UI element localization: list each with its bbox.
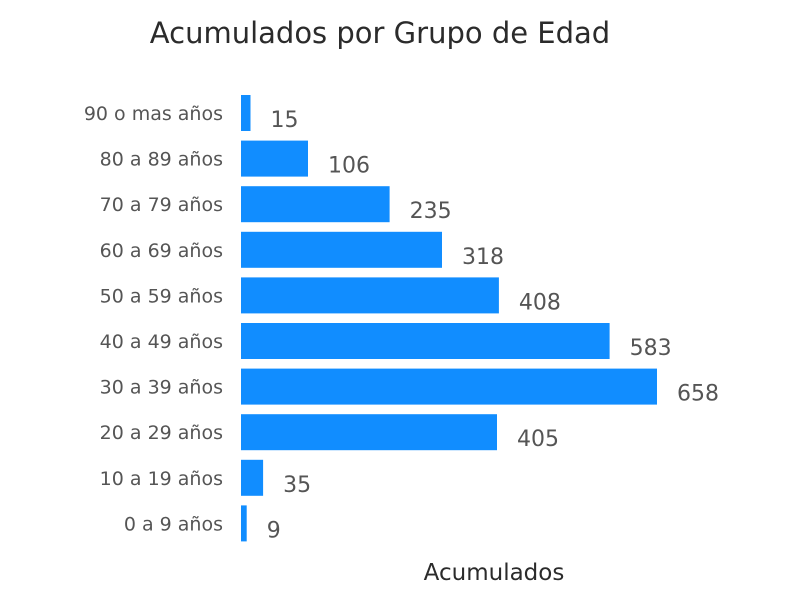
category-label: 0 a 9 años — [124, 513, 223, 535]
category-label: 60 a 69 años — [100, 240, 223, 262]
data-label: 318 — [462, 245, 504, 270]
bar-1 — [241, 459, 264, 496]
bar-4 — [241, 323, 610, 359]
data-label: 408 — [519, 290, 561, 315]
data-label: 15 — [271, 108, 299, 133]
category-label: 50 a 59 años — [100, 285, 223, 307]
category-label: 30 a 39 años — [100, 377, 223, 399]
data-label: 35 — [283, 473, 311, 498]
data-label: 583 — [630, 336, 672, 361]
bar-5 — [241, 277, 499, 314]
x-axis-label: Acumulados — [424, 560, 565, 586]
chart-title: Acumulados por Grupo de Edad — [150, 16, 610, 50]
category-label: 80 a 89 años — [100, 149, 223, 171]
bar-9 — [241, 95, 251, 131]
category-label: 70 a 79 años — [100, 194, 223, 216]
data-label: 106 — [328, 154, 370, 179]
category-labels-group: 90 o mas años 80 a 89 años 70 a 79 años 60 … — [84, 103, 223, 535]
category-label: 90 o mas años — [84, 103, 223, 125]
bar-7 — [241, 186, 390, 223]
category-label: 40 a 49 años — [100, 331, 223, 353]
data-label: 235 — [410, 199, 452, 224]
bars-group — [241, 95, 657, 542]
bar-6 — [241, 231, 442, 268]
bar-2 — [241, 414, 497, 451]
bar-3 — [241, 368, 657, 405]
data-label: 405 — [517, 427, 559, 452]
category-label: 20 a 29 años — [100, 422, 223, 444]
data-label: 9 — [267, 518, 281, 543]
data-label: 658 — [677, 382, 719, 407]
category-label: 10 a 19 años — [100, 468, 223, 490]
bar-8 — [241, 140, 308, 177]
bar-0 — [241, 505, 247, 542]
